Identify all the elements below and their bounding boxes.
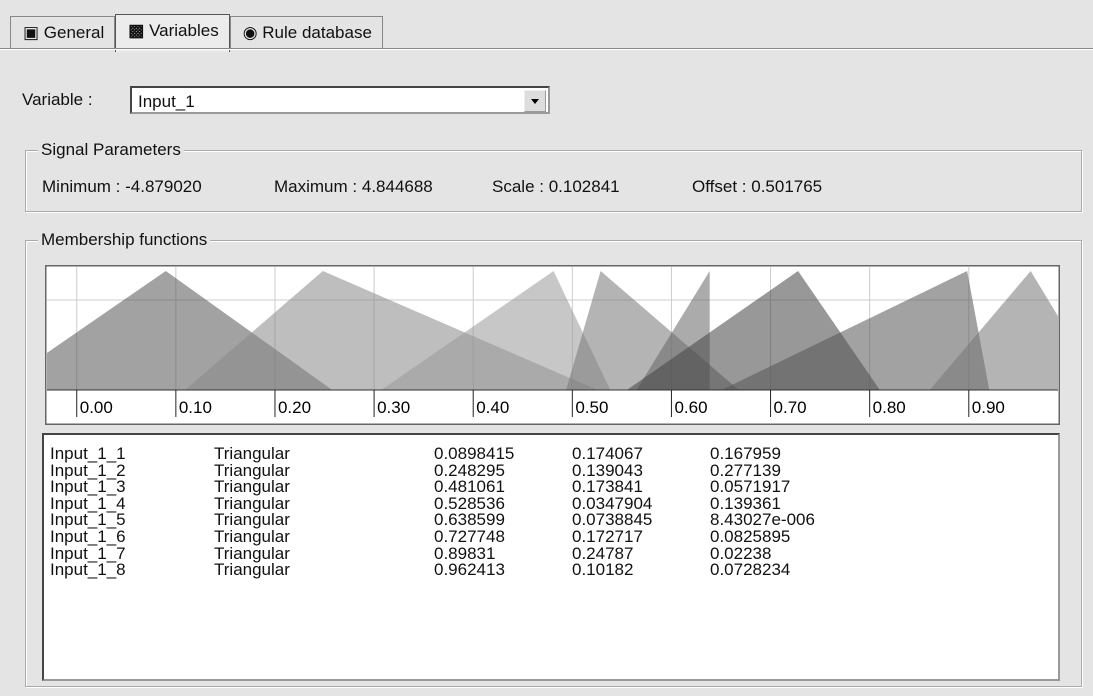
arrow bbox=[531, 99, 539, 104]
membership-group: Membership functions bbox=[25, 230, 1082, 687]
tab-line bbox=[0, 48, 1093, 50]
variable-label: Variable : bbox=[22, 90, 93, 109]
x-tick-label: 0.00 bbox=[80, 398, 113, 417]
tab[interactable]: ▣ General bbox=[10, 16, 116, 50]
list-cell: 0.0571917 bbox=[710, 477, 791, 497]
list-cell: 0.02238 bbox=[710, 543, 772, 563]
param: Scale : 0.102841 bbox=[492, 177, 620, 197]
list-cell: 0.24787 bbox=[572, 543, 634, 563]
list-cell: 0.0347904 bbox=[572, 493, 653, 513]
param-value: -4.879020 bbox=[125, 177, 202, 196]
tab[interactable]: ◉ Rule database bbox=[229, 16, 383, 50]
list-cell: Input_1_3 bbox=[50, 477, 126, 497]
list-cell: 0.638599 bbox=[434, 510, 505, 530]
param-value: 0.102841 bbox=[548, 177, 620, 196]
x-tick-label: 0.50 bbox=[575, 398, 608, 417]
list-cell: 0.10182 bbox=[572, 560, 634, 580]
x-tick-label: 0.80 bbox=[873, 398, 906, 417]
x-tick-label: 0.60 bbox=[674, 398, 707, 417]
list-cell: Triangular bbox=[214, 510, 290, 530]
list-cell: 8.43027e-006 bbox=[710, 510, 815, 530]
param-label: Minimum : bbox=[42, 177, 121, 196]
combo-value: Input_1 bbox=[138, 92, 195, 112]
x-tick-label: 0.20 bbox=[278, 398, 311, 417]
list-cell: 0.139043 bbox=[572, 460, 643, 480]
list-cell: Triangular bbox=[214, 543, 290, 563]
list-cell: 0.248295 bbox=[434, 460, 505, 480]
x-tick-label: 0.40 bbox=[476, 398, 509, 417]
tab[interactable]: ▩ Variables bbox=[115, 14, 230, 52]
list-cell: 0.173841 bbox=[572, 477, 643, 497]
list-cell: Triangular bbox=[214, 493, 290, 513]
x-tick-label: 0.30 bbox=[377, 398, 410, 417]
param-label: Maximum : bbox=[274, 177, 358, 196]
membership-triangle bbox=[381, 271, 611, 390]
tab-label: General bbox=[43, 23, 105, 42]
list-cell: Input_1_1 bbox=[50, 444, 126, 463]
x-tick-label: 0.90 bbox=[972, 398, 1005, 417]
list-cell: Triangular bbox=[214, 527, 290, 546]
param-label: Scale : bbox=[492, 177, 544, 196]
list-cell: 0.89831 bbox=[434, 543, 496, 563]
list-cell: Input_1_8 bbox=[50, 560, 126, 580]
list-cell: Input_1_6 bbox=[50, 527, 126, 546]
list-cell: 0.0738845 bbox=[572, 510, 653, 530]
list-cell: 0.528536 bbox=[434, 493, 505, 513]
list-cell: Input_1_7 bbox=[50, 543, 126, 563]
group-title: Membership functions bbox=[38, 230, 211, 250]
param: Maximum : 4.844688 bbox=[274, 177, 433, 197]
list-cell: 0.0728234 bbox=[710, 560, 791, 580]
list-cell: Triangular bbox=[214, 560, 290, 580]
tab-label: Rule database bbox=[262, 23, 372, 42]
membership-plot: 0.00 0.10 0.20 0.30 0.40 0.50 0.60 0.70 0.80 0.90 bbox=[45, 265, 1060, 425]
list-cell: 0.727748 bbox=[434, 527, 505, 546]
list-cell: 0.174067 bbox=[572, 444, 643, 463]
x-tick-label: 0.10 bbox=[179, 398, 212, 417]
membership-triangle bbox=[929, 271, 1058, 390]
list-cell: Triangular bbox=[214, 444, 290, 463]
signal-group: Signal Parameters Minimum : -4.879020 Max… bbox=[25, 140, 1082, 212]
list-cell: 0.167959 bbox=[710, 444, 781, 463]
list-cell: 0.0825895 bbox=[710, 527, 791, 546]
group-title: Signal Parameters bbox=[38, 140, 184, 160]
list-cell: 0.481061 bbox=[434, 477, 505, 497]
list-cell: 0.139361 bbox=[710, 493, 781, 513]
list-cell: Input_1_5 bbox=[50, 510, 126, 530]
param-label: Offset : bbox=[692, 177, 747, 196]
function-list[interactable]: Input_1_1 Triangular 0.0898415 0.174067 0.16… bbox=[42, 433, 1060, 681]
list-cell: Triangular bbox=[214, 460, 290, 480]
list-cell: 0.172717 bbox=[572, 527, 643, 546]
tab-label: Variables bbox=[149, 21, 219, 40]
param: Offset : 0.501765 bbox=[692, 177, 822, 197]
triangles bbox=[47, 267, 1058, 390]
membership-triangle bbox=[721, 271, 990, 390]
param-value: 4.844688 bbox=[361, 177, 433, 196]
list-cell: 0.277139 bbox=[710, 460, 781, 480]
list-cell: Input_1_2 bbox=[50, 460, 126, 480]
param: Minimum : -4.879020 bbox=[42, 177, 202, 197]
combo-button[interactable] bbox=[524, 90, 546, 112]
list-cell: 0.0898415 bbox=[434, 444, 515, 463]
list-cell: Triangular bbox=[214, 477, 290, 497]
tab-strip: ▣ General ▩ Variables ◉ Rule database bbox=[10, 14, 383, 52]
list-cell: Input_1_4 bbox=[50, 493, 126, 513]
param-value: 0.501765 bbox=[751, 177, 823, 196]
x-tick-label: 0.70 bbox=[774, 398, 807, 417]
variable-combo[interactable]: Input_1 bbox=[130, 86, 550, 114]
list-cell: 0.962413 bbox=[434, 560, 505, 580]
